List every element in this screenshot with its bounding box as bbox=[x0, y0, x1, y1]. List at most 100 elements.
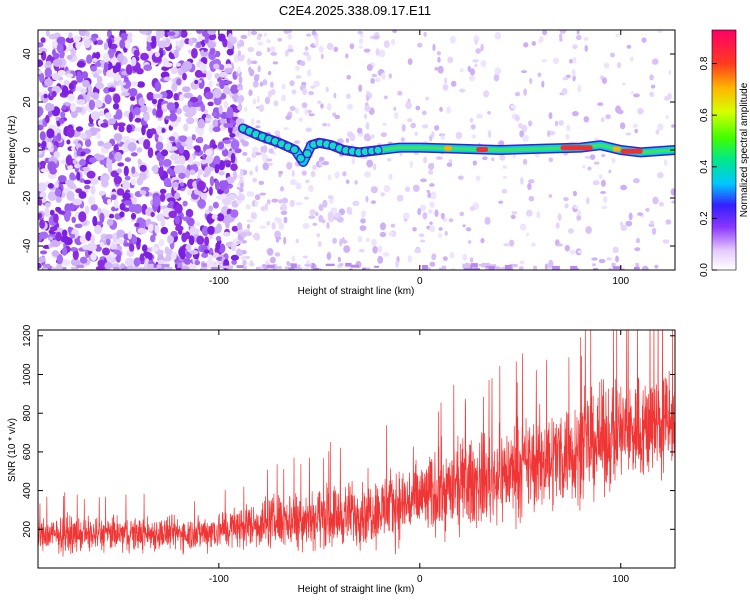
spectrogram-noise-cell bbox=[519, 130, 525, 138]
spectrogram-noise-cell bbox=[90, 185, 96, 195]
spectrogram-noise-cell bbox=[223, 160, 232, 165]
spectrogram-noise-cell bbox=[49, 209, 55, 216]
spectrogram-noise-cell bbox=[541, 80, 545, 88]
spectrogram-noise-cell bbox=[157, 259, 166, 265]
x-tick-label: 100 bbox=[612, 276, 629, 287]
spectrogram-noise-cell bbox=[212, 119, 219, 128]
spectrogram-noise-cell bbox=[133, 107, 141, 116]
spectrogram-noise-cell bbox=[45, 202, 51, 208]
spectrogram-noise-cell bbox=[197, 94, 203, 103]
spectrogram-noise-cell bbox=[79, 159, 87, 166]
spectrogram-noise-cell bbox=[123, 165, 129, 177]
spectrogram-noise-cell bbox=[239, 176, 244, 180]
spectrogram-noise-cell bbox=[387, 158, 392, 162]
spectrogram-noise-cell bbox=[635, 263, 640, 268]
spectrogram-noise-cell bbox=[117, 53, 124, 62]
spectrogram-noise-cell bbox=[182, 61, 193, 71]
spectrogram-noise-cell bbox=[196, 41, 202, 48]
spectrogram-noise-cell bbox=[72, 35, 81, 42]
y-tick-label: -20 bbox=[22, 190, 33, 205]
spectrogram-noise-cell bbox=[239, 168, 244, 177]
spectrogram-noise-cell bbox=[217, 141, 225, 150]
spectrogram-noise-cell bbox=[360, 218, 366, 224]
y-tick-label: 1000 bbox=[22, 363, 33, 386]
spectrogram-noise-cell bbox=[41, 197, 47, 203]
x-tick-label: 100 bbox=[612, 574, 629, 585]
spectrogram-noise-cell bbox=[429, 225, 436, 233]
spectrogram-noise-cell bbox=[167, 234, 174, 244]
colorbar-tick-label: 0.2 bbox=[699, 211, 710, 225]
spectrogram-noise-cell bbox=[67, 43, 73, 50]
spectrogram-noise-cell bbox=[84, 185, 91, 190]
spectrogram-noise-cell bbox=[178, 172, 186, 179]
spectrogram-noise-cell bbox=[448, 218, 454, 223]
spectrogram-noise-cell bbox=[318, 156, 325, 162]
spectrogram-noise-cell bbox=[600, 191, 607, 194]
spectrogram-noise-cell bbox=[440, 212, 445, 220]
spectrogram-noise-cell bbox=[434, 125, 440, 131]
spectrogram-noise-cell bbox=[204, 249, 210, 254]
spectrogram-noise-cell bbox=[72, 198, 82, 206]
spectrogram-noise-cell bbox=[567, 228, 575, 234]
spectrogram-noise-cell bbox=[115, 238, 124, 245]
spectrogram-noise-cell bbox=[406, 118, 413, 123]
spectrogram-noise-cell bbox=[388, 173, 393, 180]
spectrogram-noise-cell bbox=[48, 147, 54, 152]
spectrogram-noise-cell bbox=[257, 41, 264, 46]
spectrogram-y-ticks: -40 -20 0 20 40 bbox=[22, 48, 675, 253]
spectrogram-noise-cell bbox=[167, 197, 176, 203]
spectrogram-noise-cell bbox=[573, 205, 579, 209]
spectrogram-noise-cell bbox=[343, 245, 351, 253]
spectrogram-noise-cell bbox=[161, 264, 170, 268]
spectrogram-noise-cell bbox=[295, 238, 300, 244]
spectrogram-noise-cell bbox=[186, 189, 192, 196]
spectrogram-noise-cell bbox=[205, 148, 213, 156]
spectrogram-noise-cell bbox=[128, 111, 134, 123]
spectrogram-noise-cell bbox=[514, 91, 521, 97]
spectrogram-noise-cell bbox=[83, 179, 91, 185]
spectrogram-noise-cell bbox=[147, 147, 154, 159]
spectrogram-noise-cell bbox=[601, 153, 606, 158]
spectrogram-noise-cell bbox=[230, 139, 240, 150]
spectrogram-noise-cell bbox=[548, 112, 553, 120]
spectrogram-noise-cell bbox=[186, 143, 194, 150]
spectrogram-noise-cell bbox=[224, 63, 232, 70]
spectrogram-noise-cell bbox=[214, 179, 220, 191]
spectrogram-noise-cell bbox=[178, 155, 186, 165]
spectrogram-noise-cell bbox=[131, 235, 138, 245]
snr-frame bbox=[37, 329, 676, 569]
spectrogram-noise-cell bbox=[548, 259, 554, 268]
spectrogram-noise-cell bbox=[171, 82, 178, 92]
spectrogram-noise-cell bbox=[465, 227, 472, 232]
spectrogram-noise-cell bbox=[480, 237, 485, 244]
spectrogram-noise-cell bbox=[318, 45, 324, 53]
spectrogram-noise-cell bbox=[322, 122, 328, 127]
spectrogram-noise-cell bbox=[241, 240, 247, 244]
spectrogram-noise-cell bbox=[86, 170, 96, 179]
ridge-blob bbox=[302, 149, 312, 159]
spectrogram-noise-cell bbox=[57, 69, 66, 76]
spectrogram-noise-cell bbox=[230, 84, 239, 95]
spectrogram-noise-cell bbox=[418, 233, 425, 237]
spectrogram-noise-cell bbox=[215, 235, 222, 242]
spectrogram-noise-cell bbox=[565, 133, 570, 140]
spectrogram-noise-cell bbox=[207, 225, 215, 235]
spectrogram-noise-cell bbox=[394, 112, 399, 120]
spectrogram-noise-cell bbox=[161, 66, 170, 71]
spectrogram-noise-cell bbox=[548, 157, 554, 163]
spectrogram-noise-cell bbox=[134, 117, 142, 123]
spectrogram-noise-cell bbox=[275, 236, 282, 240]
spectrogram-noise-cell bbox=[393, 106, 397, 111]
spectrogram-noise-cell bbox=[87, 84, 93, 93]
spectrogram-noise-cell bbox=[197, 199, 207, 209]
spectrogram-noise-cell bbox=[218, 171, 225, 176]
spectrogram-noise-cell bbox=[212, 126, 221, 132]
spectrogram-noise-cell bbox=[325, 86, 329, 93]
spectrogram-noise-cell bbox=[422, 124, 429, 129]
spectrogram-noise-cell bbox=[162, 158, 172, 167]
spectrogram-noise-cell bbox=[230, 163, 238, 171]
spectrogram-noise-cell bbox=[608, 268, 612, 270]
spectrogram-noise-cell bbox=[434, 209, 439, 217]
spectrogram-noise-cell bbox=[66, 139, 71, 145]
spectrogram-noise-cell bbox=[521, 125, 528, 131]
